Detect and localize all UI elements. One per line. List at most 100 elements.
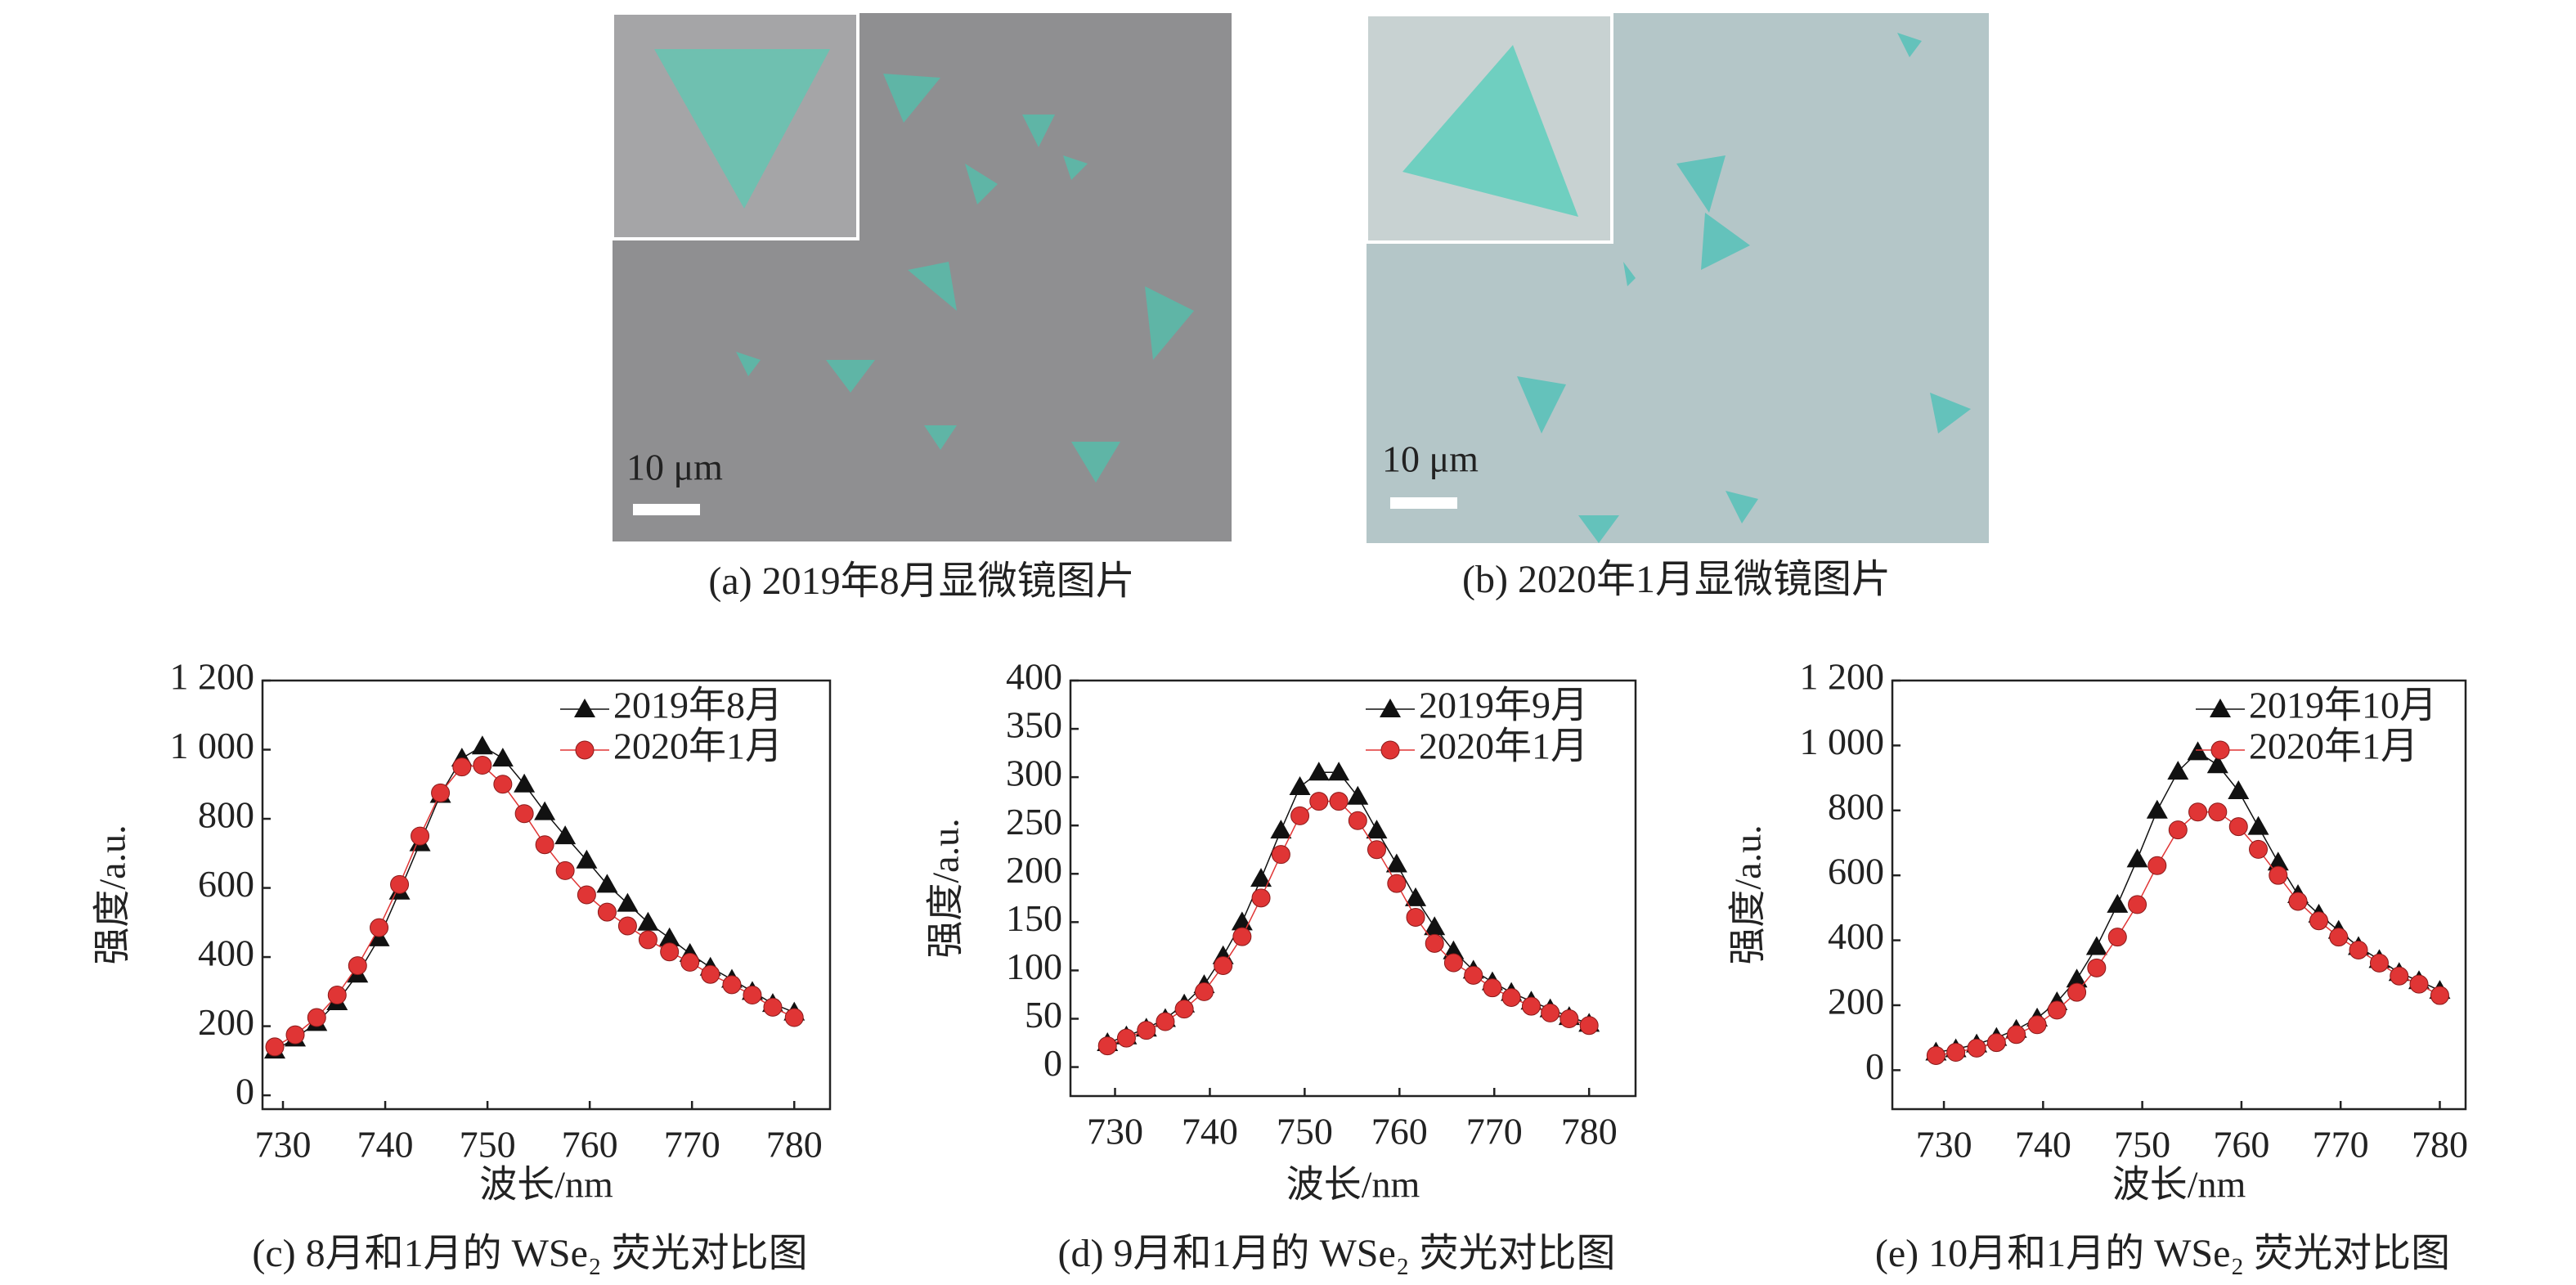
plot-frame [1891,679,2467,1111]
marker [2126,848,2148,868]
marker [1271,845,1290,865]
caption: (a) 2019年8月显微镜图片 [708,559,1134,603]
marker [431,783,451,802]
y-tick-label: 1 200 [1800,656,1885,698]
marker [1385,853,1407,873]
marker [597,902,617,922]
marker [2309,911,2329,931]
x-tick-label: 780 [766,1124,823,1166]
chart: 0 50 100 150 200 250 300 350 400 730 740 750 760 770 7… [925,656,1637,1275]
y-axis-label: 强度/a.u. [1727,824,1769,964]
marker [1405,887,1427,906]
marker [1347,785,1369,805]
marker [701,964,720,984]
marker [1501,987,1521,1007]
scale-label: 10 μm [1382,438,1479,480]
marker [1579,1016,1599,1036]
marker [1194,982,1214,1001]
y-tick-label: 1 200 [170,656,255,698]
caption: (b) 2020年1月显微镜图片 [1462,558,1891,601]
y-tick-label: 50 [1025,994,1062,1036]
y-tick-label: 800 [1828,785,1884,827]
marker [1560,1009,1579,1028]
marker [596,874,618,893]
micrograph-b: 10 μm (b) 2020年1月显微镜图片 [1365,13,1989,601]
y-axis-label: 强度/a.u. [92,824,133,964]
marker [722,975,742,995]
marker [390,874,410,894]
y-axis-label: 强度/a.u. [925,818,967,958]
marker [1097,1036,1117,1056]
marker [637,911,659,931]
caption: (c) 8月和1月的 WSe₂ 荧光对比图 [252,1232,807,1275]
x-tick-label: 770 [2313,1124,2369,1166]
marker [1156,1012,1175,1031]
marker [2085,936,2107,955]
marker [411,826,430,846]
marker [1406,907,1425,927]
y-tick-label: 150 [1006,897,1062,939]
marker [1425,933,1444,953]
x-tick-label: 770 [664,1124,720,1166]
x-tick-label: 740 [357,1124,414,1166]
marker [2128,895,2147,914]
marker [660,942,680,962]
legend-marker [2210,699,2231,717]
y-tick-label: 350 [1006,704,1062,746]
y-tick-label: 400 [198,932,254,974]
marker [2187,741,2209,761]
marker [1443,953,1463,973]
marker [2067,982,2087,1002]
x-axis-label: 波长/nm [479,1164,613,1206]
marker [2107,928,2127,947]
marker [1541,1003,1560,1022]
marker [2247,815,2269,835]
marker [473,756,492,775]
marker [2288,892,2308,911]
y-tick-label: 0 [1043,1042,1062,1084]
legend-marker [574,699,595,717]
x-tick-label: 730 [255,1124,312,1166]
y-tick-label: 200 [1828,981,1884,1022]
y-tick-label: 0 [236,1071,254,1112]
marker [535,835,554,855]
y-tick-label: 400 [1828,915,1884,957]
legend-label: 2019年9月 [1419,685,1588,726]
marker [2146,799,2168,819]
x-tick-label: 750 [1277,1111,1333,1152]
marker [265,1037,285,1057]
marker [1309,792,1329,811]
marker [2329,928,2349,947]
marker [2269,865,2288,885]
y-tick-label: 0 [1865,1045,1884,1087]
marker [638,930,657,950]
marker [2206,754,2228,774]
caption: (e) 10月和1月的 WSe₂ 荧光对比图 [1875,1232,2450,1275]
plot-frame [261,679,832,1111]
chart: 0 200 400 600 800 1 000 1 200 730 740 750 760 770 78… [1727,656,2468,1275]
marker [2430,986,2449,1005]
marker [1483,978,1502,998]
y-tick-label: 300 [1006,753,1062,794]
marker [1250,868,1272,887]
marker [2349,940,2368,959]
marker [2087,958,2107,977]
x-tick-label: 760 [2213,1124,2269,1166]
marker [658,927,680,946]
x-tick-label: 750 [2114,1124,2170,1166]
marker [370,918,389,937]
x-tick-label: 730 [1916,1124,1972,1166]
marker [285,1025,305,1045]
marker [2228,780,2250,799]
x-tick-label: 730 [1087,1111,1143,1152]
y-tick-label: 400 [1006,656,1062,698]
marker [1387,874,1407,893]
legend-label: 2019年10月 [2249,685,2437,726]
marker [1986,1033,2006,1053]
marker [471,735,493,755]
marker [1116,1028,1136,1048]
marker [1289,775,1311,795]
marker [2208,802,2228,822]
marker [555,860,575,880]
legend-marker [2210,740,2230,760]
